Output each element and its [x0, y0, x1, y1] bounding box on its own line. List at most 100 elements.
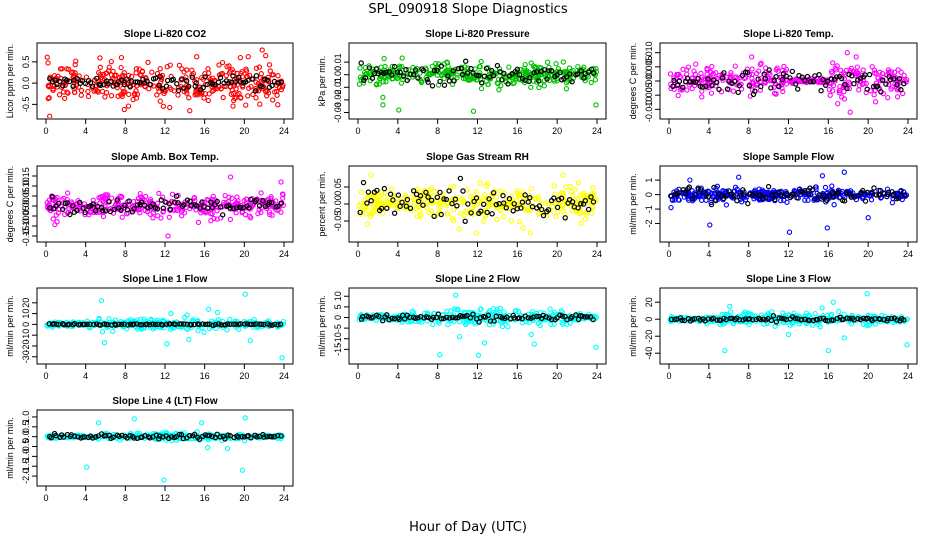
data-point — [167, 104, 173, 111]
outlier-point — [164, 341, 170, 347]
x-tick-label: 16 — [512, 249, 522, 259]
data-point — [728, 70, 734, 76]
data-point — [115, 93, 121, 99]
black-data-point — [864, 86, 870, 92]
black-data-point — [563, 74, 570, 80]
black-data-point — [206, 432, 213, 439]
data-point — [805, 197, 811, 203]
black-data-point — [567, 71, 573, 77]
data-point — [64, 190, 71, 196]
black-data-point — [222, 436, 228, 442]
y-tick-label: -40 — [644, 347, 654, 360]
black-data-point — [465, 201, 471, 207]
data-point — [457, 200, 463, 206]
data-point — [97, 64, 103, 70]
black-data-point — [862, 198, 869, 204]
data-point — [186, 95, 192, 101]
data-point — [834, 63, 840, 69]
black-data-point — [79, 77, 86, 84]
data-point — [169, 191, 176, 197]
black-data-point — [134, 202, 141, 208]
black-data-point — [489, 211, 495, 217]
black-data-point — [236, 74, 242, 81]
data-point — [510, 80, 516, 87]
black-data-point — [773, 73, 779, 80]
black-data-point — [864, 189, 871, 196]
x-tick-label: 20 — [552, 249, 562, 259]
black-data-point — [126, 198, 132, 204]
data-point — [549, 203, 556, 210]
data-point — [514, 197, 520, 203]
x-tick-label: 24 — [279, 126, 289, 136]
y-tick-label: -0.05 — [21, 206, 31, 227]
black-data-point — [713, 197, 719, 204]
data-point — [85, 88, 91, 95]
black-data-point — [179, 76, 185, 82]
x-tick-label: 20 — [552, 126, 562, 136]
black-data-point — [407, 205, 414, 211]
black-data-point — [365, 189, 372, 195]
black-data-point — [133, 321, 140, 327]
black-data-point — [821, 192, 827, 198]
y-tick-label: -5 — [333, 324, 343, 332]
black-data-point — [138, 199, 145, 205]
x-tick-label: 12 — [783, 249, 793, 259]
data-point — [56, 92, 63, 98]
x-tick-label: 20 — [863, 371, 873, 381]
data-point — [780, 310, 786, 316]
data-point — [784, 199, 790, 205]
black-data-point — [817, 316, 823, 322]
black-data-point — [49, 193, 56, 200]
black-data-point — [391, 210, 398, 216]
data-point — [258, 190, 264, 196]
data-point — [364, 221, 371, 227]
data-point — [514, 188, 520, 194]
data-point — [357, 65, 363, 71]
black-data-point — [402, 316, 408, 322]
data-point — [380, 210, 386, 216]
black-data-point — [231, 321, 237, 327]
black-data-point — [830, 194, 837, 200]
black-data-point — [736, 82, 743, 89]
black-data-point — [686, 184, 693, 190]
black-data-point — [582, 314, 588, 320]
data-point — [112, 72, 118, 79]
black-data-point — [80, 205, 86, 211]
black-data-point — [787, 75, 793, 81]
data-point — [560, 321, 566, 327]
y-tick-label: -10 — [333, 332, 343, 345]
black-data-point — [381, 185, 388, 192]
data-point — [562, 211, 568, 218]
black-data-point — [752, 88, 758, 94]
outlier-point — [475, 352, 482, 358]
data-point — [224, 327, 230, 333]
black-data-point — [173, 193, 180, 199]
x-tick-label: 20 — [239, 493, 249, 503]
black-data-point — [404, 196, 411, 203]
data-point — [709, 190, 715, 197]
black-data-point — [271, 434, 278, 440]
black-data-point — [709, 82, 715, 89]
black-data-point — [144, 78, 150, 84]
data-point — [78, 87, 85, 94]
x-tick-label: 8 — [746, 371, 751, 381]
data-point — [679, 87, 685, 93]
data-point — [85, 93, 92, 100]
data-point — [205, 97, 211, 104]
black-data-point — [833, 74, 840, 80]
data-point — [166, 214, 172, 220]
outlier-point — [214, 309, 221, 316]
outlier-point — [830, 299, 836, 305]
data-point — [227, 316, 233, 323]
black-data-point — [170, 76, 176, 83]
black-data-point — [112, 322, 119, 328]
data-point — [85, 206, 91, 213]
outlier-point — [478, 85, 485, 92]
data-point — [437, 201, 443, 207]
black-data-point — [471, 198, 477, 205]
black-data-point — [184, 197, 191, 203]
data-point — [497, 305, 503, 311]
y-axis-label: ml/min per min. — [5, 295, 15, 357]
data-point — [560, 59, 566, 65]
